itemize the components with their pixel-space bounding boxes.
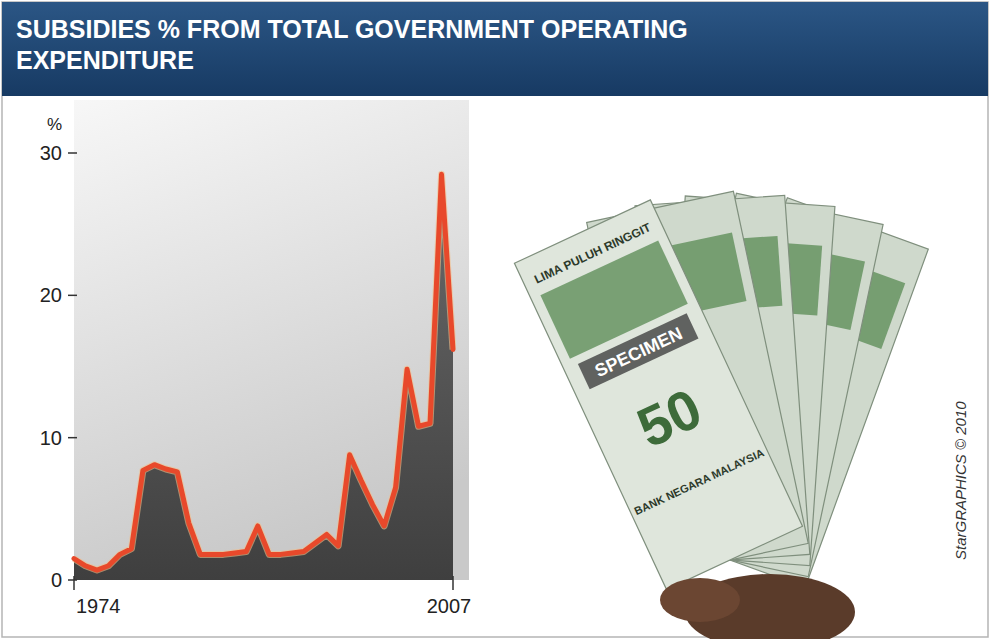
x-tick	[452, 576, 454, 590]
y-tick-label: 20	[40, 284, 62, 306]
title-line: SUBSIDIES % FROM TOTAL GOVERNMENT OPERAT…	[16, 15, 688, 43]
header-bar	[2, 2, 988, 96]
y-tick-label: 10	[40, 427, 62, 449]
plot-area	[74, 174, 453, 580]
y-tick	[68, 437, 77, 439]
y-tick-label: 0	[51, 569, 62, 591]
plot-background	[74, 100, 469, 580]
y-tick	[68, 295, 77, 297]
y-tick	[68, 579, 77, 581]
x-tick	[73, 576, 75, 590]
line-halo	[74, 174, 453, 570]
data-line	[74, 174, 453, 570]
banknote-body	[514, 200, 802, 590]
banknote-illustration: LIMA PULUH RINGGIT SPECIMEN50BANK NEGARA …	[514, 191, 928, 639]
credit: StarGRAPHICS © 2010	[952, 401, 969, 560]
note-text: SPECIMEN	[592, 323, 686, 381]
area-fill	[74, 174, 453, 580]
note-text: LIMA PULUH RINGGIT	[532, 220, 654, 287]
banknote	[514, 200, 802, 590]
y-tick	[68, 152, 77, 154]
y-axis-title: %	[47, 115, 62, 134]
title-line: EXPENDITURE	[16, 46, 194, 74]
note-text: BANK NEGARA MALAYSIA	[632, 446, 765, 517]
front-banknote: LIMA PULUH RINGGIT SPECIMEN50BANK NEGARA …	[525, 217, 765, 517]
title: SUBSIDIES % FROM TOTAL GOVERNMENT OPERAT…	[16, 15, 688, 74]
x-tick-label: 2007	[427, 595, 472, 617]
chart-root: SUBSIDIES % FROM TOTAL GOVERNMENT OPERAT…	[0, 0, 990, 639]
note-text: 50	[628, 376, 711, 459]
x-tick-label: 1974	[76, 595, 121, 617]
frame	[2, 2, 988, 637]
y-tick-label: 30	[40, 142, 62, 164]
hand-thumb	[660, 578, 740, 622]
